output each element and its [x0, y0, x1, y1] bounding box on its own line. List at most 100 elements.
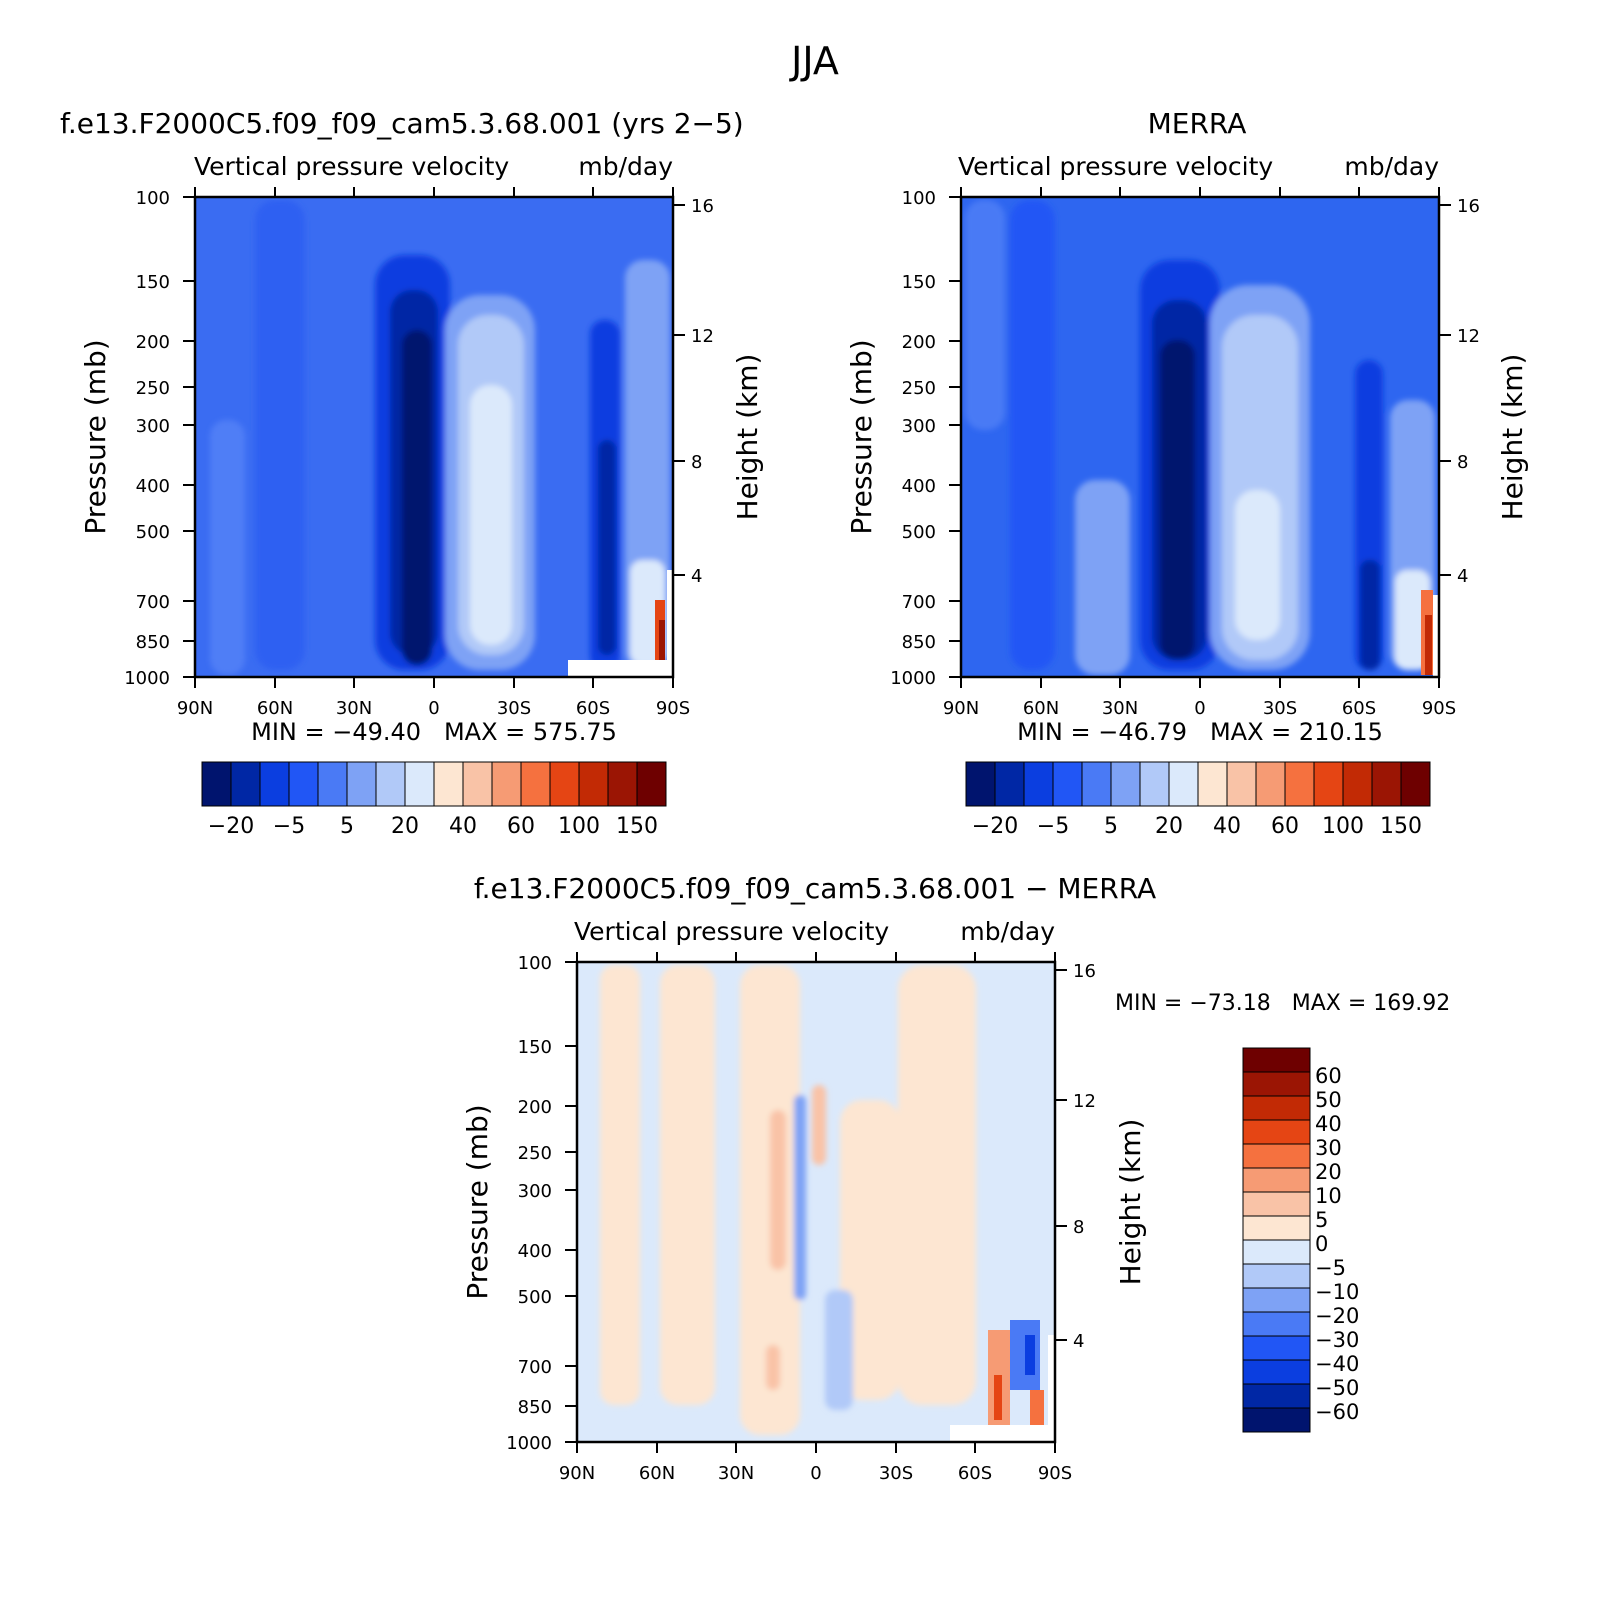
ytick-300: 300	[902, 416, 961, 437]
ytick-1000: 1000	[890, 668, 961, 689]
antarctic-diff-pos-core	[994, 1375, 1002, 1420]
colorbar-swatch	[965, 761, 996, 807]
ytick-label: 250	[902, 378, 936, 399]
colorbar-swatch	[1242, 1407, 1311, 1433]
blob-neg-a	[794, 1095, 806, 1300]
subtitle-left: Vertical pressure velocity	[958, 152, 1273, 181]
ytick-1000: 1000	[124, 668, 195, 689]
ytick-label: 300	[518, 1181, 552, 1202]
contour-field	[577, 962, 1055, 1442]
colorbar-label: −40	[1315, 1352, 1359, 1376]
colorbar-swatch	[201, 761, 232, 807]
xtick-label: 90S	[1038, 1463, 1072, 1484]
colorbar-swatch	[1242, 1047, 1311, 1073]
band-nh-weak	[965, 200, 1005, 430]
xtick-label: 30N	[336, 698, 372, 719]
colorbar-swatch	[1226, 761, 1257, 807]
colorbar-boxes	[1242, 1047, 1311, 1433]
ytick-200: 200	[136, 332, 195, 353]
y2tick-label: 4	[1073, 1331, 1084, 1352]
xtick-30s: 30S	[497, 187, 531, 719]
topography-mask-edge	[667, 570, 673, 660]
band-nh-sub	[1075, 480, 1130, 675]
colorbar-swatch	[607, 761, 638, 807]
y2tick-16: 16	[1439, 196, 1480, 217]
y2tick-label: 16	[691, 196, 714, 217]
ytick-850: 850	[902, 632, 961, 653]
colorbar-swatch	[1197, 761, 1228, 807]
colorbar-swatch	[1081, 761, 1112, 807]
ytick-400: 400	[136, 476, 195, 497]
colorbar-swatch	[1242, 1359, 1311, 1385]
y-axis-left: 100 150 200 250 300 400 500 700 850 1000	[124, 188, 195, 689]
y2tick-16: 16	[1055, 961, 1096, 982]
ytick-850: 850	[518, 1397, 577, 1418]
ytick-label: 100	[518, 953, 552, 974]
colorbar-labels: −20 −5 5 20 40 60 100 150	[972, 814, 1422, 839]
colorbar-label: 40	[449, 814, 477, 839]
colorbar-label: −50	[1315, 1376, 1359, 1400]
xtick-60n: 60N	[257, 187, 293, 719]
xtick-0: 0	[428, 187, 440, 719]
xtick-label: 90S	[656, 698, 690, 719]
ytick-label: 500	[136, 522, 170, 543]
band-itcz-core	[402, 330, 432, 665]
colorbar-swatch	[259, 761, 290, 807]
y2tick-label: 12	[691, 326, 714, 347]
colorbar-swatch	[375, 761, 406, 807]
ytick-150: 150	[518, 1037, 577, 1058]
y2tick-label: 8	[691, 452, 702, 473]
xtick-label: 90S	[1422, 698, 1456, 719]
y2tick-8: 8	[1439, 452, 1468, 473]
contour-field	[195, 197, 673, 677]
ytick-150: 150	[902, 272, 961, 293]
xtick-90s: 90S	[656, 187, 690, 719]
y2-axis-title: Height (km)	[1114, 1119, 1147, 1286]
figure-title: JJA	[789, 39, 839, 83]
ytick-100: 100	[902, 188, 961, 209]
colorbar-label: 40	[1315, 1112, 1342, 1136]
panel-merra: MERRA Vertical pressure velocity mb/day	[845, 107, 1529, 839]
y-axis-left: 100 150 200 250 300 400 500 700 850 1000	[890, 188, 961, 689]
ytick-label: 500	[518, 1287, 552, 1308]
colorbar-swatch	[1242, 1263, 1311, 1289]
colorbar: −20 −5 5 20 40 60 100 150	[965, 761, 1431, 839]
y2tick-12: 12	[1055, 1091, 1096, 1112]
ytick-500: 500	[518, 1287, 577, 1308]
ytick-label: 1000	[506, 1433, 552, 1454]
panel-title: f.e13.F2000C5.f09_f09_cam5.3.68.001 (yrs…	[60, 107, 744, 140]
blob-pos-b	[812, 1085, 826, 1165]
colorbar-label: 150	[1380, 814, 1422, 839]
colorbar-swatch	[1400, 761, 1431, 807]
colorbar-boxes	[965, 761, 1431, 807]
xtick-label: 60N	[639, 1463, 675, 1484]
ytick-label: 100	[902, 188, 936, 209]
panel-title: MERRA	[1148, 107, 1247, 140]
subtitle-right: mb/day	[960, 917, 1055, 946]
y2tick-label: 8	[1457, 452, 1468, 473]
ytick-label: 400	[518, 1241, 552, 1262]
colorbar-label: 5	[1104, 814, 1118, 839]
colorbar-swatch	[1242, 1191, 1311, 1217]
topography-mask	[1433, 595, 1439, 677]
ytick-label: 300	[136, 416, 170, 437]
y2tick-label: 16	[1457, 196, 1480, 217]
y2tick-label: 12	[1073, 1091, 1096, 1112]
xtick-60s: 60S	[1342, 187, 1376, 719]
colorbar-swatch	[1242, 1287, 1311, 1313]
field-background	[577, 962, 1055, 1442]
colorbar-swatch	[1023, 761, 1054, 807]
subtitle-right: mb/day	[578, 152, 673, 181]
y2tick-8: 8	[1055, 1217, 1084, 1238]
colorbar-swatch	[230, 761, 261, 807]
ytick-700: 700	[136, 592, 195, 613]
colorbar-swatch	[578, 761, 609, 807]
y2tick-12: 12	[673, 326, 714, 347]
y2tick-4: 4	[1439, 566, 1468, 587]
xtick-60s: 60S	[576, 187, 610, 719]
xtick-90n: 90N	[177, 187, 213, 719]
y2-axis-title: Height (km)	[1496, 354, 1529, 521]
panel-model: f.e13.F2000C5.f09_f09_cam5.3.68.001 (yrs…	[60, 107, 764, 839]
colorbar-swatch	[1242, 1095, 1311, 1121]
